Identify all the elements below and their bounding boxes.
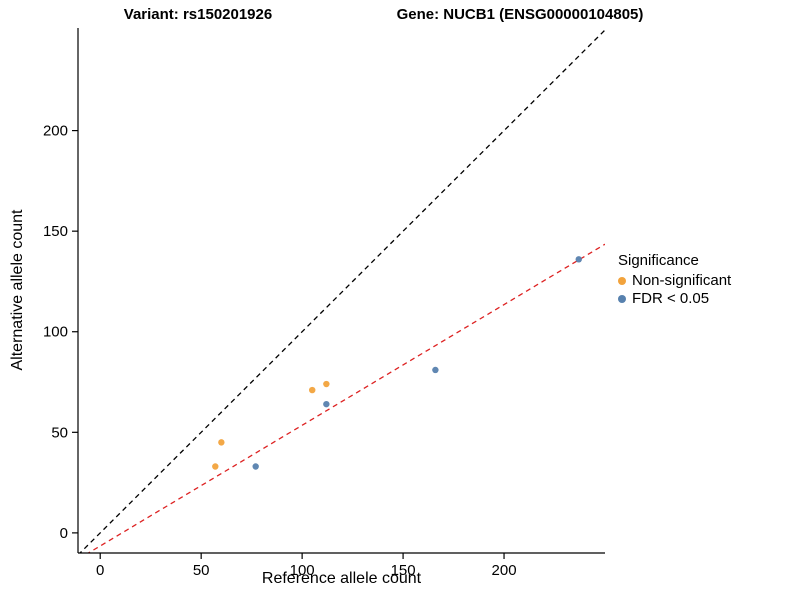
legend-title: Significance bbox=[618, 252, 699, 269]
svg-text:200: 200 bbox=[43, 123, 68, 140]
svg-text:50: 50 bbox=[51, 424, 68, 441]
legend-item-label: Non-significant bbox=[632, 272, 732, 289]
svg-text:0: 0 bbox=[96, 562, 104, 579]
legend-swatch bbox=[618, 295, 626, 303]
legend: Significance Non-significant FDR < 0.05 bbox=[618, 252, 731, 308]
variant-title: Variant: rs150201926 bbox=[123, 6, 273, 23]
svg-text:150: 150 bbox=[43, 223, 68, 240]
x-axis-label: Reference allele count bbox=[261, 570, 422, 587]
legend-item: Non-significant bbox=[618, 272, 731, 290]
svg-text:50: 50 bbox=[193, 562, 210, 579]
legend-item-label: FDR < 0.05 bbox=[632, 290, 710, 307]
svg-text:100: 100 bbox=[290, 562, 315, 579]
svg-text:150: 150 bbox=[391, 562, 416, 579]
svg-text:0: 0 bbox=[60, 525, 68, 542]
gene-title: Gene: NUCB1 (ENSG00000104805) bbox=[396, 6, 644, 23]
legend-swatch bbox=[618, 277, 626, 285]
svg-text:200: 200 bbox=[492, 562, 517, 579]
svg-text:100: 100 bbox=[43, 324, 68, 341]
legend-item: FDR < 0.05 bbox=[618, 290, 731, 308]
